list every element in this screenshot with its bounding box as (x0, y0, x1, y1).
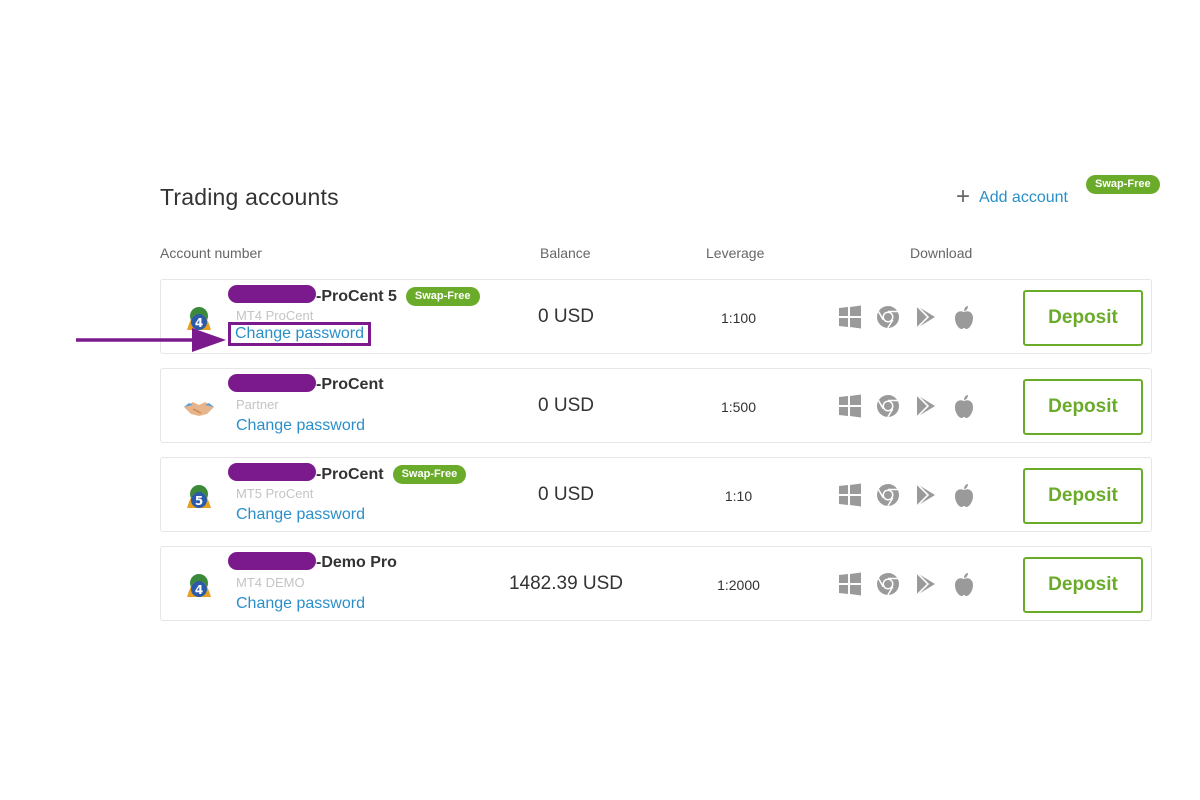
download-icons (837, 482, 977, 508)
svg-text:4: 4 (195, 316, 203, 330)
deposit-button[interactable]: Deposit (1023, 557, 1143, 613)
windows-icon[interactable] (837, 571, 863, 597)
page-title: Trading accounts (160, 184, 339, 210)
apple-icon[interactable] (951, 393, 977, 419)
deposit-button[interactable]: Deposit (1023, 468, 1143, 524)
plus-icon: + (956, 182, 971, 210)
account-name: -ProCent (316, 376, 384, 394)
mt4-icon: 4 (187, 574, 211, 597)
column-header-balance: Balance (540, 245, 591, 261)
account-row: -ProCent Partner Change password 0 USD 1… (160, 368, 1152, 443)
change-password-link[interactable]: Change password (236, 417, 365, 434)
account-name: -ProCent 5 Swap-Free (316, 287, 480, 306)
download-icons (837, 571, 977, 597)
mt4-icon: 4 (187, 307, 211, 330)
account-leverage: 1:100 (720, 310, 757, 326)
deposit-button[interactable]: Deposit (1023, 379, 1143, 435)
account-name: -Demo Pro (316, 554, 397, 572)
account-type: MT4 DEMO (236, 575, 305, 590)
change-password-link[interactable]: Change password (228, 322, 371, 346)
account-leverage: 1:10 (724, 488, 753, 504)
download-icons (837, 393, 977, 419)
account-type: MT4 ProCent (236, 308, 314, 323)
windows-icon[interactable] (837, 482, 863, 508)
apple-icon[interactable] (951, 571, 977, 597)
svg-text:4: 4 (195, 583, 203, 597)
apple-icon[interactable] (951, 482, 977, 508)
account-name-text: -ProCent (316, 465, 384, 483)
account-name-text: -ProCent 5 (316, 287, 397, 305)
change-password-link[interactable]: Change password (236, 506, 365, 523)
handshake-icon (184, 402, 214, 416)
trading-accounts-panel: Trading accounts + Add account Swap-Free… (160, 170, 1160, 640)
add-account-label: Add account (979, 189, 1068, 206)
account-row: 5 -ProCent Swap-Free MT5 ProCent Change … (160, 457, 1152, 532)
account-balance: 0 USD (538, 395, 594, 416)
windows-icon[interactable] (837, 304, 863, 330)
account-balance: 1482.39 USD (508, 573, 624, 594)
windows-icon[interactable] (837, 393, 863, 419)
google-play-icon[interactable] (913, 571, 939, 597)
account-name-text: -Demo Pro (316, 554, 397, 571)
account-type: Partner (236, 397, 279, 412)
download-icons (837, 304, 977, 330)
column-header-leverage: Leverage (706, 245, 765, 261)
google-play-icon[interactable] (913, 304, 939, 330)
account-balance: 0 USD (538, 306, 594, 327)
chrome-icon[interactable] (875, 571, 901, 597)
apple-icon[interactable] (951, 304, 977, 330)
account-type: MT5 ProCent (236, 486, 314, 501)
account-name: -ProCent Swap-Free (316, 465, 467, 484)
redacted-account-number (228, 285, 316, 303)
account-row: 4 -Demo Pro MT4 DEMO Change password 148… (160, 546, 1152, 621)
change-password-link[interactable]: Change password (236, 595, 365, 612)
account-name-text: -ProCent (316, 376, 384, 393)
annotation-arrow-icon (76, 328, 226, 352)
swap-free-badge: Swap-Free (405, 287, 480, 306)
google-play-icon[interactable] (913, 482, 939, 508)
google-play-icon[interactable] (913, 393, 939, 419)
mt5-icon: 5 (187, 485, 211, 508)
redacted-account-number (228, 374, 316, 392)
account-leverage: 1:2000 (717, 577, 760, 593)
account-leverage: 1:500 (720, 399, 757, 415)
svg-text:5: 5 (195, 494, 203, 508)
chrome-icon[interactable] (875, 393, 901, 419)
add-account-button[interactable]: + Add account (956, 182, 1068, 210)
column-header-download: Download (910, 245, 973, 261)
swap-free-badge: Swap-Free (392, 465, 467, 484)
swap-free-badge: Swap-Free (1086, 175, 1160, 194)
deposit-button[interactable]: Deposit (1023, 290, 1143, 346)
column-header-account-number: Account number (160, 245, 262, 261)
chrome-icon[interactable] (875, 482, 901, 508)
account-balance: 0 USD (538, 484, 594, 505)
redacted-account-number (228, 552, 316, 570)
account-row: 4 -ProCent 5 Swap-Free MT4 ProCent Chang… (160, 279, 1152, 354)
redacted-account-number (228, 463, 316, 481)
chrome-icon[interactable] (875, 304, 901, 330)
